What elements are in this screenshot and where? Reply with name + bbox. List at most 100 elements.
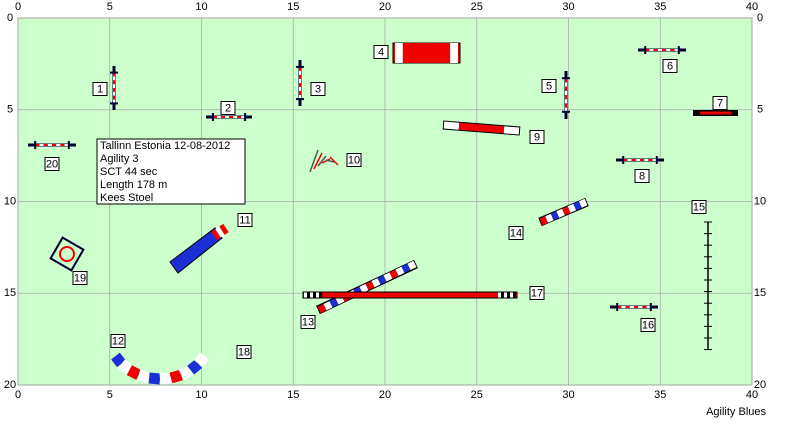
stripe [215, 226, 225, 238]
number-box [529, 286, 545, 300]
y-tick-label: 10 [4, 195, 16, 207]
obstacle-number: 6 [667, 60, 673, 72]
tunnel-seg [148, 372, 161, 385]
stripe [359, 283, 369, 294]
table-ring [59, 246, 75, 262]
info-box: Tallinn Estonia 12-08-2012 Agility 3 SCT… [96, 138, 246, 205]
x-tick-label: 35 [654, 389, 666, 401]
number-box [640, 318, 656, 332]
number-box [310, 82, 326, 96]
number-box [300, 315, 316, 329]
obstacle-number: 9 [534, 131, 540, 143]
dogwalk-17 [302, 291, 518, 299]
obstacle-number: 12 [112, 335, 124, 347]
weave-pole [325, 159, 335, 163]
obstacle-number: 8 [639, 170, 645, 182]
tunnel-seg [159, 372, 172, 385]
obstacle-number: 18 [238, 346, 250, 358]
obstacle-number: 3 [315, 83, 321, 95]
stripe [573, 201, 582, 211]
obstacle-number: 5 [546, 80, 552, 92]
x-tick-label: 20 [379, 389, 391, 401]
stripe [407, 260, 417, 271]
number-box [662, 59, 678, 73]
number-box [237, 213, 253, 227]
x-tick-label: 15 [287, 1, 299, 13]
obstacle-number: 7 [717, 97, 723, 109]
weave-pole [309, 149, 319, 173]
stripe [329, 298, 339, 308]
obstacle-number: 1 [97, 83, 103, 95]
stripe [389, 269, 399, 279]
table [49, 236, 85, 272]
footer: Agility Blues [706, 406, 766, 418]
x-tick-label: 10 [195, 1, 207, 13]
stripe [219, 223, 229, 235]
info-line: Tallinn Estonia 12-08-2012 [100, 140, 230, 152]
tunnel-seg [178, 365, 194, 380]
x-tick-label: 20 [379, 1, 391, 13]
info-line: Agility 3 [100, 153, 139, 165]
number-box [541, 79, 557, 93]
x-tick-label: 30 [562, 389, 574, 401]
x-tick-label: 30 [562, 1, 574, 13]
stripe [383, 272, 393, 282]
x-tick-label: 40 [746, 389, 758, 401]
y-tick-label: 15 [754, 287, 766, 299]
stripe [317, 303, 327, 314]
number-box [346, 153, 362, 167]
number-box [236, 345, 252, 359]
stripe [503, 126, 520, 135]
obstacle-number: 15 [693, 201, 705, 213]
tunnel-seg [169, 369, 183, 384]
stripe [335, 295, 345, 305]
stripe [211, 229, 221, 241]
info-line: Length 178 m [100, 179, 167, 191]
stripe [562, 206, 571, 216]
info-frame [96, 138, 246, 205]
stripe [377, 275, 387, 285]
y-tick-label: 5 [757, 104, 763, 116]
number-box [634, 169, 650, 183]
number-box [373, 45, 389, 59]
stripe [539, 216, 549, 226]
x-tick-label: 15 [287, 389, 299, 401]
weave-pole [317, 155, 327, 167]
stripe [401, 263, 411, 273]
tunnel-seg [111, 352, 126, 368]
obstacle-number: 20 [46, 158, 58, 170]
info-line: Kees Stoel [100, 192, 153, 204]
number-box [44, 157, 60, 171]
obstacle-number: 13 [302, 316, 314, 328]
number-box [92, 82, 108, 96]
stripe [556, 208, 565, 218]
obstacle-number: 19 [74, 272, 86, 284]
tunnel-seg [126, 365, 142, 380]
y-tick-label: 15 [4, 287, 16, 299]
stripe [371, 278, 381, 288]
obstacle-number: 17 [531, 287, 543, 299]
stripe [365, 280, 375, 291]
obstacle-number: 2 [225, 102, 231, 114]
stripe [443, 121, 460, 130]
weave-pole [313, 152, 323, 170]
number-box [691, 200, 707, 214]
stripe [567, 203, 577, 213]
stripe [395, 266, 405, 276]
obstacle-number: 4 [378, 46, 384, 58]
obstacle-number: 10 [348, 154, 360, 166]
number-box [508, 226, 524, 240]
y-tick-label: 0 [7, 12, 13, 24]
y-tick-label: 10 [754, 195, 766, 207]
x-tick-label: 0 [15, 1, 21, 13]
tunnel-seg [194, 352, 209, 368]
weave-pole [329, 156, 339, 166]
number-box [72, 271, 88, 285]
x-tick-label: 25 [471, 389, 483, 401]
x-tick-label: 25 [471, 1, 483, 13]
y-tick-label: 5 [7, 104, 13, 116]
obstacle-number: 14 [510, 227, 522, 239]
